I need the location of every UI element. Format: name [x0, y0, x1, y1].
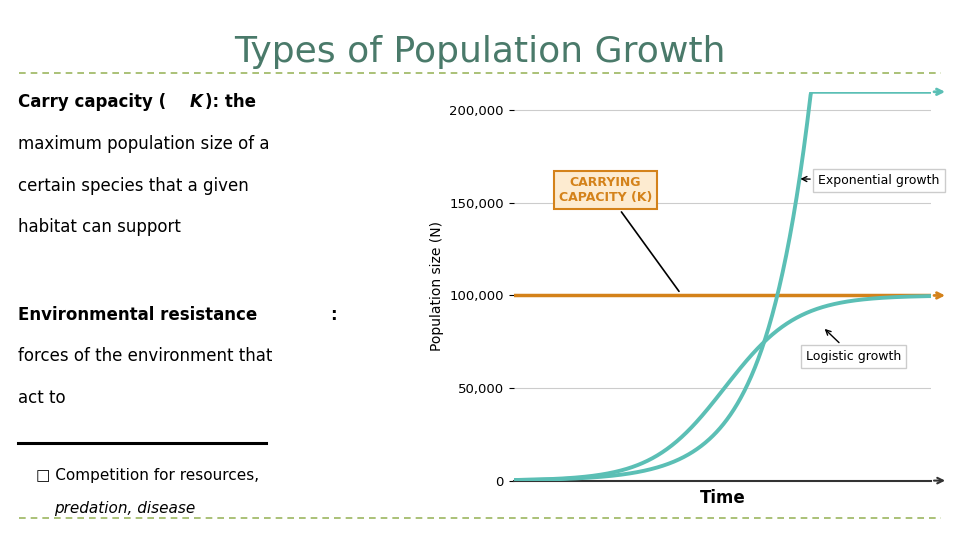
Y-axis label: Population size (N): Population size (N): [430, 221, 444, 351]
Text: maximum population size of a: maximum population size of a: [18, 135, 270, 153]
Text: Carry capacity (: Carry capacity (: [18, 93, 166, 111]
Text: Exponential growth: Exponential growth: [802, 174, 940, 187]
Text: ▶: ▶: [32, 538, 42, 540]
Text: Types of Population Growth: Types of Population Growth: [234, 35, 726, 69]
X-axis label: Time: Time: [700, 489, 745, 507]
Text: act to: act to: [18, 389, 66, 407]
Text: K: K: [190, 93, 203, 111]
Text: :: :: [330, 306, 337, 323]
Text: ): the: ): the: [205, 93, 256, 111]
Text: certain species that a given: certain species that a given: [18, 177, 250, 194]
Text: Logistic growth: Logistic growth: [805, 330, 901, 363]
Text: predation, disease: predation, disease: [54, 501, 195, 516]
Text: CARRYING
CAPACITY (K): CARRYING CAPACITY (K): [559, 176, 679, 292]
Text: □ Competition for resources,: □ Competition for resources,: [36, 468, 259, 483]
Text: habitat can support: habitat can support: [18, 218, 181, 236]
Text: forces of the environment that: forces of the environment that: [18, 347, 273, 365]
Text: Environmental resistance: Environmental resistance: [18, 306, 257, 323]
